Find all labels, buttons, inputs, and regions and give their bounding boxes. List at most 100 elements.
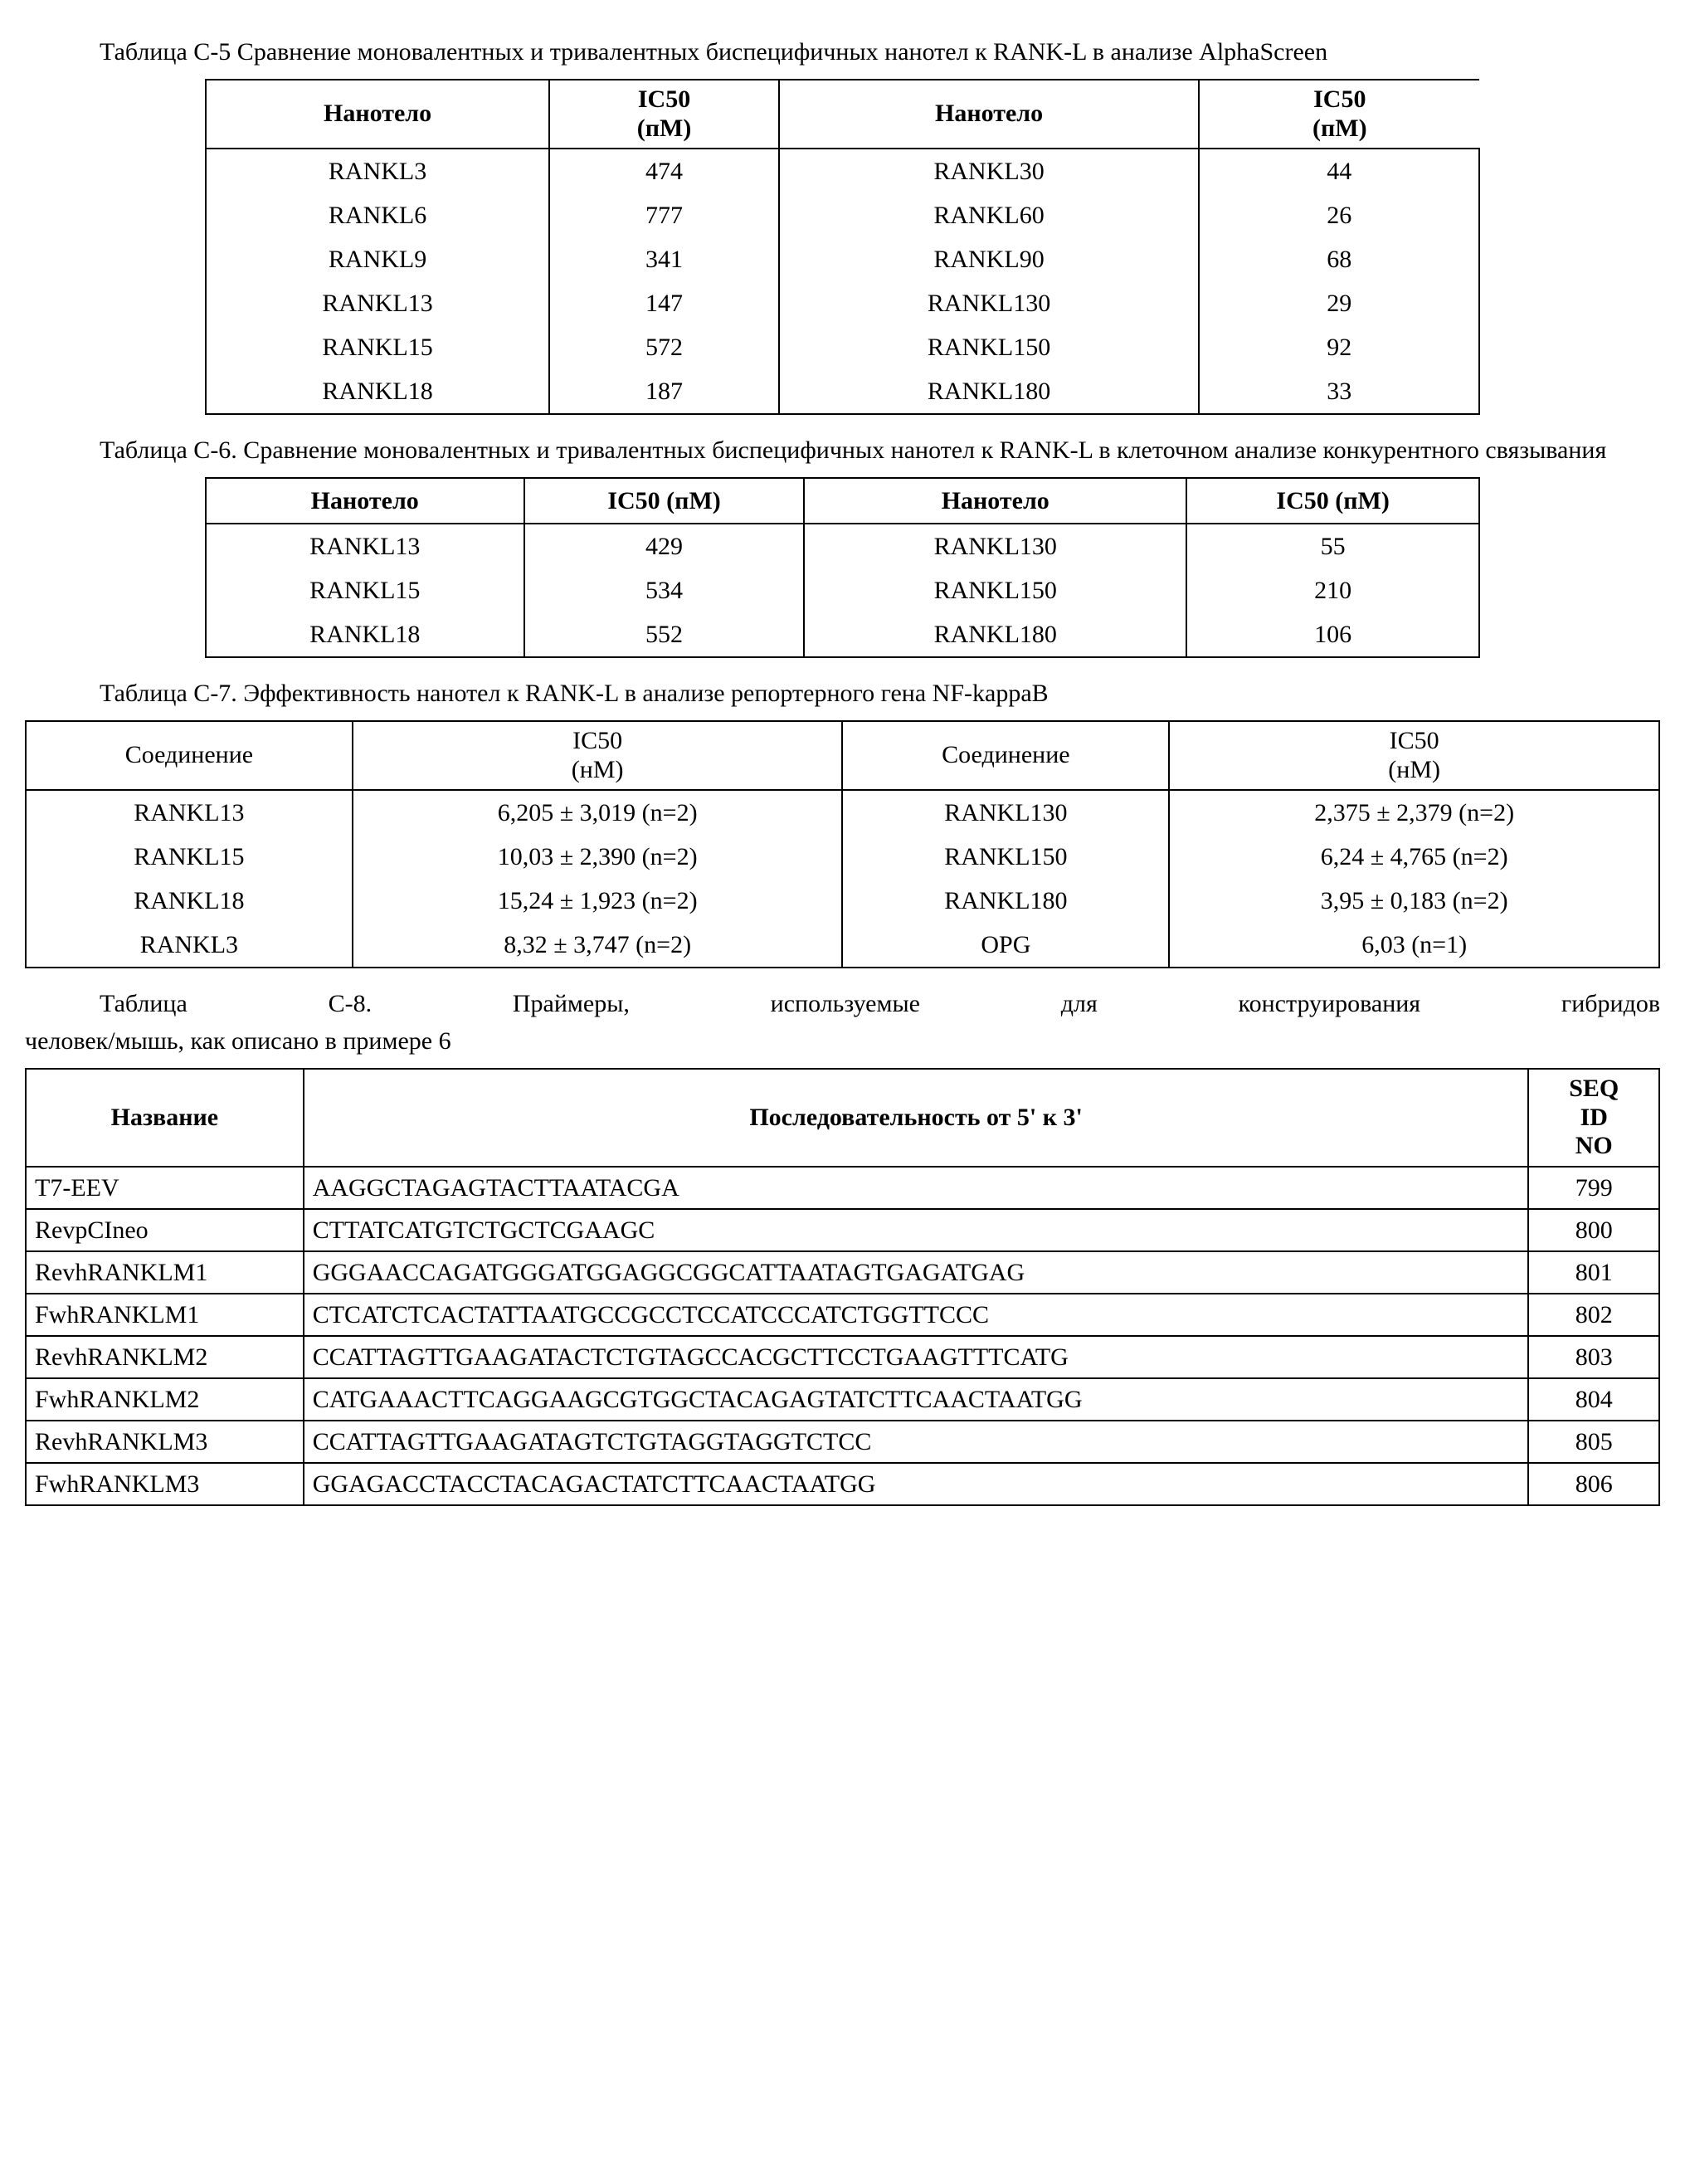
table-cell: RANKL18: [206, 369, 550, 414]
table-row: RANKL18187RANKL18033: [206, 369, 1479, 414]
seq-id-no: 801: [1528, 1251, 1659, 1294]
table-cell: RANKL180: [804, 612, 1186, 657]
table-cell: RANKL180: [842, 879, 1169, 923]
table-cell: RANKL13: [26, 790, 353, 835]
table-cell: 26: [1199, 193, 1479, 237]
table-row: FwhRANKLM3GGAGACCTACCTACAGACTATCTTCAACTA…: [26, 1463, 1659, 1505]
table-cell: 552: [524, 612, 805, 657]
table-cell: RANKL18: [26, 879, 353, 923]
primer-sequence: CCATTAGTTGAAGATAGTCTGTAGGTAGGTCTCC: [304, 1421, 1529, 1463]
primer-sequence: CTCATCTCACTATTAATGCCGCCTCCATCCCATCTGGTTC…: [304, 1294, 1529, 1336]
c7-h1: Соединение: [125, 741, 253, 768]
table-row: FwhRANKLM2CATGAAACTTCAGGAAGCGTGGCTACAGAG…: [26, 1378, 1659, 1421]
table-row: RevpCIneoCTTATCATGTCTGCTCGAAGC800: [26, 1209, 1659, 1251]
c8-h3c: NO: [1575, 1132, 1613, 1159]
table-row: RANKL13147RANKL13029: [206, 281, 1479, 325]
table-cell: 2,375 ± 2,379 (n=2): [1169, 790, 1659, 835]
table-row: RANKL1815,24 ± 1,923 (n=2)RANKL1803,95 ±…: [26, 879, 1659, 923]
table-cell: 341: [549, 237, 778, 281]
primer-name: RevhRANKLM1: [26, 1251, 304, 1294]
primer-name: FwhRANKLM2: [26, 1378, 304, 1421]
c8-caption-l2: человек/мышь, как описано в примере 6: [25, 1027, 451, 1055]
table-cell: RANKL150: [779, 325, 1200, 369]
primer-sequence: GGGAACCAGATGGGATGGAGGCGGCATTAATAGTGAGATG…: [304, 1251, 1529, 1294]
table-cell: RANKL130: [779, 281, 1200, 325]
table-row: RANKL38,32 ± 3,747 (n=2)OPG6,03 (n=1): [26, 923, 1659, 968]
table-row: RevhRANKLM3CCATTAGTTGAAGATAGTCTGTAGGTAGG…: [26, 1421, 1659, 1463]
c7-h2a: IC50: [572, 727, 622, 754]
table-cell: RANKL18: [206, 612, 524, 657]
table-cell: 210: [1186, 568, 1479, 612]
primer-name: RevhRANKLM3: [26, 1421, 304, 1463]
primer-name: RevpCIneo: [26, 1209, 304, 1251]
c8-h3b: ID: [1580, 1104, 1608, 1131]
table-cell: 3,95 ± 0,183 (n=2): [1169, 879, 1659, 923]
table-row: RANKL1510,03 ± 2,390 (n=2)RANKL1506,24 ±…: [26, 835, 1659, 879]
c7-h4b: (нМ): [1388, 756, 1440, 783]
c5-h3: Нанотело: [935, 100, 1043, 127]
table-cell: RANKL90: [779, 237, 1200, 281]
table-c6-caption: Таблица C-6. Сравнение моновалентных и т…: [25, 431, 1660, 469]
c6-h2: IC50 (пМ): [524, 478, 805, 524]
table-cell: RANKL130: [804, 524, 1186, 568]
table-cell: RANKL60: [779, 193, 1200, 237]
primer-name: FwhRANKLM1: [26, 1294, 304, 1336]
table-row: RANKL13429RANKL13055: [206, 524, 1479, 568]
table-cell: RANKL6: [206, 193, 550, 237]
c6-h1: Нанотело: [206, 478, 524, 524]
table-cell: RANKL15: [206, 568, 524, 612]
table-row: T7-EEVAAGGCTAGAGTACTTAATACGA799: [26, 1167, 1659, 1209]
table-cell: 187: [549, 369, 778, 414]
table-cell: 777: [549, 193, 778, 237]
c7-h3: Соединение: [942, 741, 1069, 768]
table-row: RevhRANKLM1GGGAACCAGATGGGATGGAGGCGGCATTA…: [26, 1251, 1659, 1294]
table-cell: RANKL9: [206, 237, 550, 281]
table-cell: OPG: [842, 923, 1169, 968]
table-cell: 10,03 ± 2,390 (n=2): [353, 835, 843, 879]
table-cell: RANKL3: [206, 149, 550, 193]
table-cell: 33: [1199, 369, 1479, 414]
table-row: RevhRANKLM2CCATTAGTTGAAGATACTCTGTAGCCACG…: [26, 1336, 1659, 1378]
table-cell: RANKL13: [206, 524, 524, 568]
table-row: RANKL6777RANKL6026: [206, 193, 1479, 237]
table-cell: 6,24 ± 4,765 (n=2): [1169, 835, 1659, 879]
table-cell: RANKL3: [26, 923, 353, 968]
table-cell: 15,24 ± 1,923 (n=2): [353, 879, 843, 923]
table-cell: RANKL30: [779, 149, 1200, 193]
primer-sequence: CCATTAGTTGAAGATACTCTGTAGCCACGCTTCCTGAAGT…: [304, 1336, 1529, 1378]
table-c7: Соединение IC50(нМ) Соединение IC50(нМ) …: [25, 720, 1660, 968]
table-c8-caption: Таблица C-8. Праймеры, используемые для …: [25, 985, 1660, 1060]
c5-h2a: IC50: [638, 85, 690, 113]
table-row: RANKL18552RANKL180106: [206, 612, 1479, 657]
primer-sequence: GGAGACCTACCTACAGACTATCTTCAACTAATGG: [304, 1463, 1529, 1505]
c5-h2b: (пМ): [637, 115, 692, 142]
table-cell: 29: [1199, 281, 1479, 325]
table-c8: Название Последовательность от 5' к 3' S…: [25, 1068, 1660, 1506]
table-row: FwhRANKLM1CTCATCTCACTATTAATGCCGCCTCCATCC…: [26, 1294, 1659, 1336]
primer-sequence: CATGAAACTTCAGGAAGCGTGGCTACAGAGTATCTTCAAC…: [304, 1378, 1529, 1421]
primer-name: T7-EEV: [26, 1167, 304, 1209]
table-cell: 8,32 ± 3,747 (n=2): [353, 923, 843, 968]
table-cell: 106: [1186, 612, 1479, 657]
c8-h1: Название: [26, 1069, 304, 1167]
seq-id-no: 806: [1528, 1463, 1659, 1505]
c5-h4b: (пМ): [1312, 115, 1367, 142]
table-cell: RANKL130: [842, 790, 1169, 835]
c6-h3: Нанотело: [804, 478, 1186, 524]
c5-h4a: IC50: [1313, 85, 1366, 113]
seq-id-no: 803: [1528, 1336, 1659, 1378]
table-cell: 92: [1199, 325, 1479, 369]
table-cell: 147: [549, 281, 778, 325]
seq-id-no: 804: [1528, 1378, 1659, 1421]
table-cell: 474: [549, 149, 778, 193]
seq-id-no: 800: [1528, 1209, 1659, 1251]
table-cell: 534: [524, 568, 805, 612]
c7-h4a: IC50: [1390, 727, 1439, 754]
table-row: RANKL3474RANKL3044: [206, 149, 1479, 193]
table-cell: 6,03 (n=1): [1169, 923, 1659, 968]
table-row: RANKL15572RANKL15092: [206, 325, 1479, 369]
seq-id-no: 802: [1528, 1294, 1659, 1336]
c8-h3a: SEQ: [1569, 1075, 1619, 1102]
table-cell: 68: [1199, 237, 1479, 281]
table-c7-caption: Таблица C-7. Эффективность нанотел к RAN…: [25, 675, 1660, 712]
